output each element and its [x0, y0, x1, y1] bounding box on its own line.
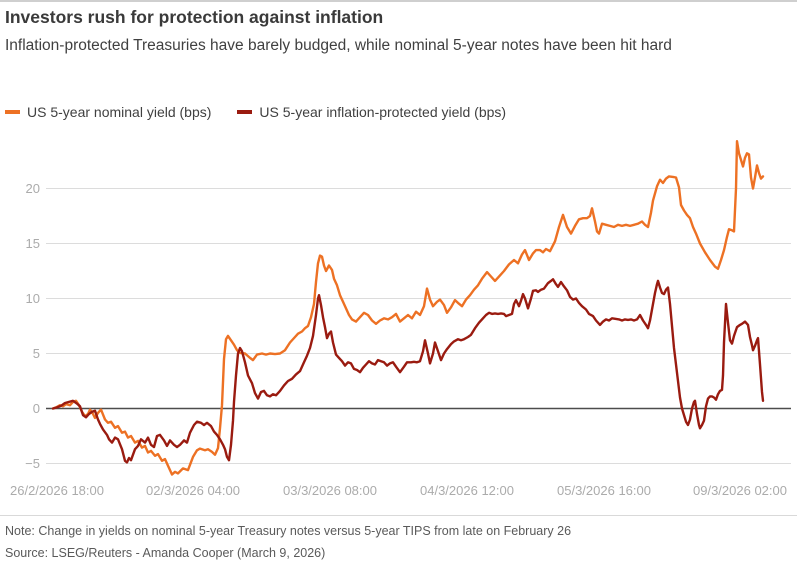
top-rule	[0, 0, 797, 2]
x-tick-label: 04/3/2026 12:00	[420, 483, 514, 498]
legend-item-tips: US 5-year inflation-protected yield (bps…	[237, 104, 506, 120]
x-tick-label: 26/2/2026 18:00	[10, 483, 104, 498]
y-tick-label: 15	[26, 236, 40, 251]
chart-note: Note: Change in yields on nominal 5-year…	[5, 524, 572, 538]
x-tick-label: 03/3/2026 08:00	[283, 483, 377, 498]
legend: US 5-year nominal yield (bps) US 5-year …	[5, 104, 506, 120]
y-tick-label: −5	[25, 456, 40, 471]
x-tick-label: 09/3/2026 02:00	[693, 483, 787, 498]
x-tick-label: 02/3/2026 04:00	[146, 483, 240, 498]
chart-title: Investors rush for protection against in…	[5, 7, 384, 27]
legend-swatch-nominal	[5, 110, 20, 114]
legend-label-nominal: US 5-year nominal yield (bps)	[27, 104, 212, 120]
x-tick-label: 05/3/2026 16:00	[557, 483, 651, 498]
footer-rule	[0, 515, 797, 516]
y-tick-label: 10	[26, 291, 40, 306]
chart-subtitle: Inflation-protected Treasuries have bare…	[5, 37, 672, 54]
y-tick-label: 20	[26, 181, 40, 196]
inflation-protected-yield-line	[51, 278, 765, 464]
legend-item-nominal: US 5-year nominal yield (bps)	[5, 104, 211, 120]
nominal-yield-line	[51, 139, 765, 476]
legend-label-tips: US 5-year inflation-protected yield (bps…	[259, 104, 507, 120]
legend-swatch-tips	[237, 110, 253, 114]
y-tick-label: 0	[33, 401, 40, 416]
chart-source: Source: LSEG/Reuters - Amanda Cooper (Ma…	[5, 546, 326, 560]
y-tick-label: 5	[33, 346, 40, 361]
